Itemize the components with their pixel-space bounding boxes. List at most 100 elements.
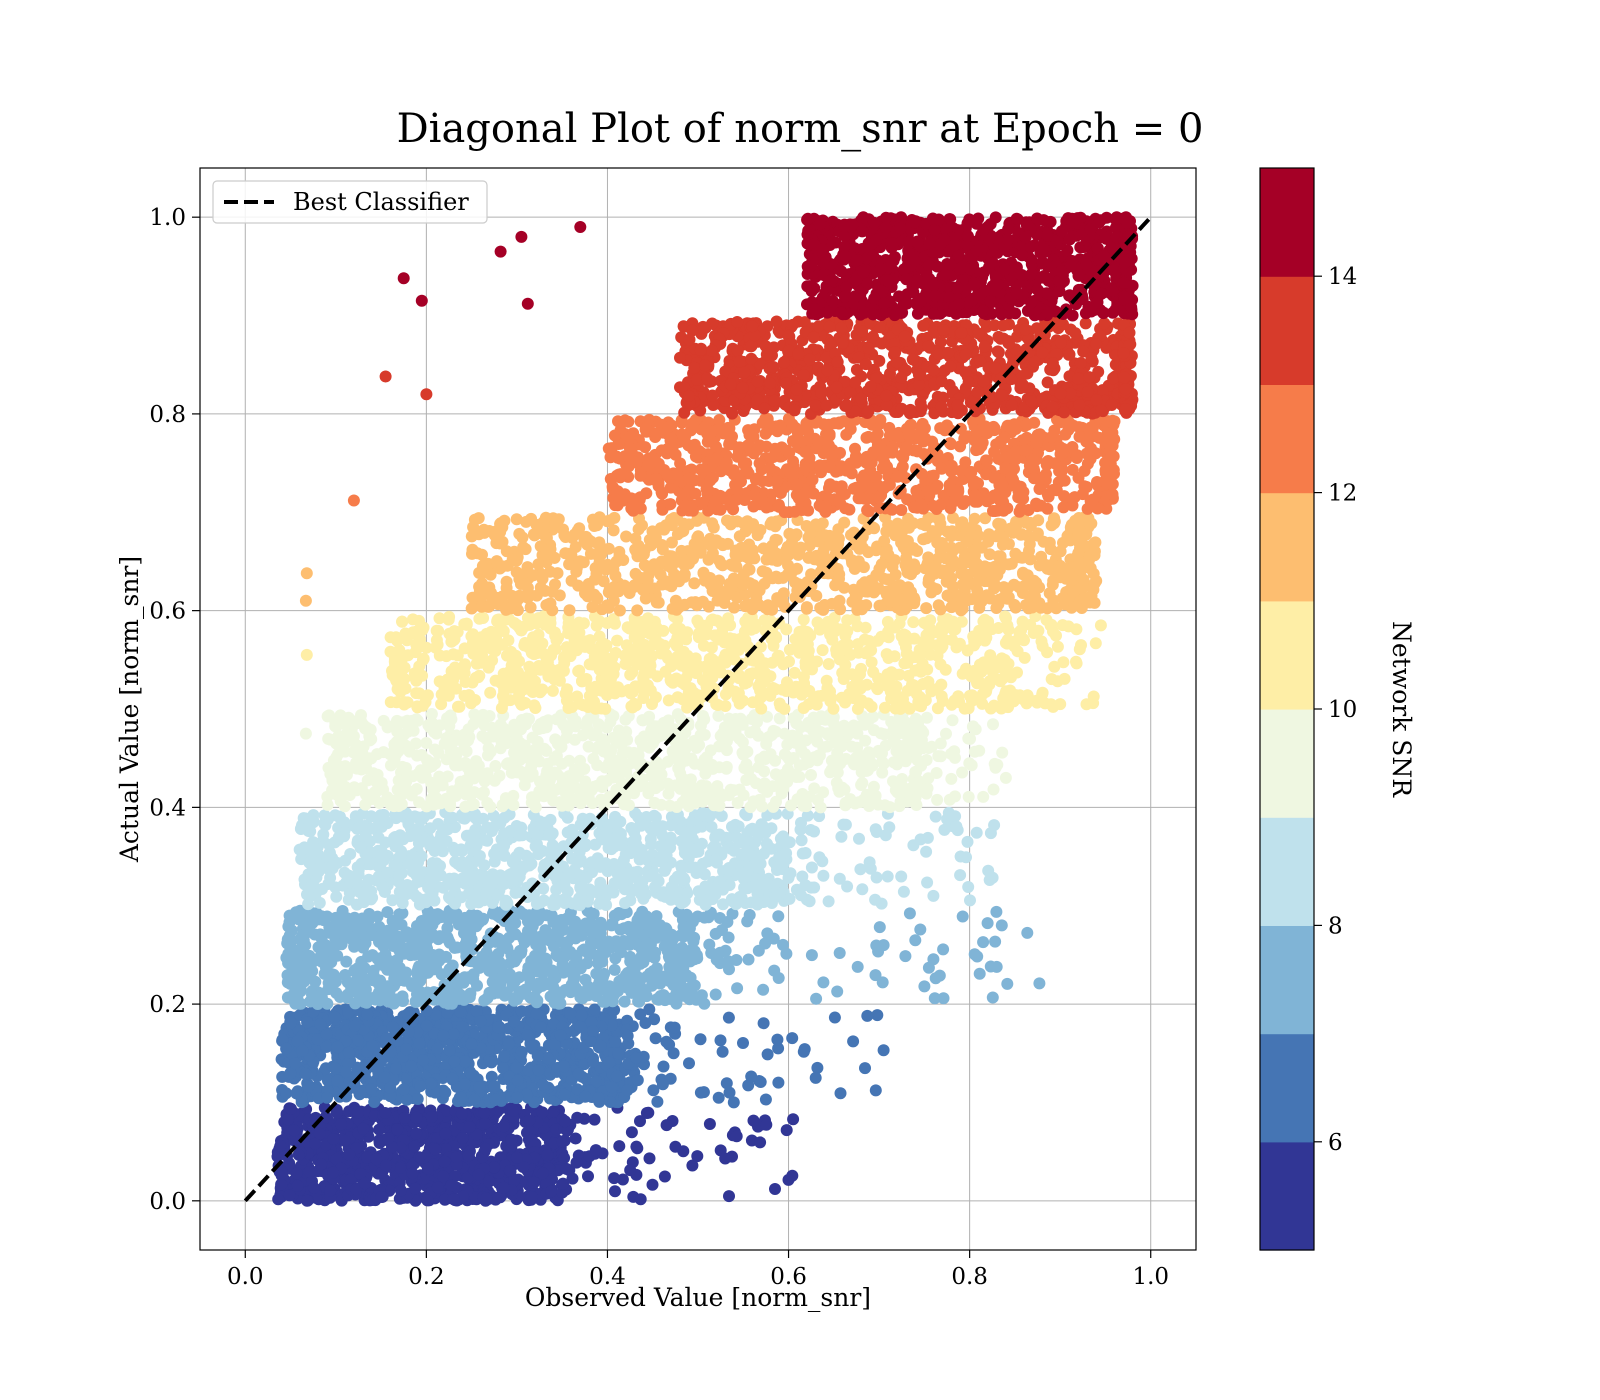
chart-title: Diagonal Plot of norm_snr at Epoch = 0 [397, 106, 1204, 152]
scatter-point [613, 975, 626, 988]
scatter-point [420, 737, 433, 749]
scatter-point [681, 740, 694, 752]
scatter-point [475, 715, 488, 728]
scatter-point [833, 872, 846, 885]
scatter-point [759, 937, 772, 950]
scatter-point [541, 765, 554, 778]
scatter-point [856, 777, 869, 789]
scatter-point [937, 943, 950, 956]
scatter-point [331, 926, 344, 939]
scatter-point [282, 1113, 294, 1126]
scatter-point [497, 1120, 510, 1133]
scatter-point [294, 997, 307, 1010]
scatter-point [361, 1151, 374, 1164]
scatter-point [528, 1176, 541, 1189]
scatter-point [625, 822, 638, 834]
scatter-point [511, 1074, 524, 1087]
scatter-point [613, 1140, 626, 1153]
scatter-point [338, 816, 351, 829]
scatter-point [811, 794, 824, 806]
scatter-point [981, 917, 994, 930]
scatter-point [340, 768, 353, 781]
scatter-point [492, 1021, 505, 1034]
scatter-point [713, 875, 726, 888]
scatter-point [523, 1114, 536, 1127]
scatter-point [507, 799, 520, 811]
scatter-point [492, 947, 505, 960]
scatter-point [627, 835, 640, 848]
scatter-point [481, 834, 494, 847]
scatter-point [463, 1121, 476, 1133]
scatter-point [476, 730, 489, 743]
scatter-point [511, 1091, 524, 1104]
scatter-point [619, 713, 632, 726]
scatter-point [315, 987, 328, 1000]
scatter-point [643, 1152, 656, 1165]
scatter-point [462, 1149, 475, 1162]
scatter-point [416, 948, 429, 961]
scatter-point [342, 1006, 355, 1019]
scatter-point [525, 930, 538, 943]
scatter-point [488, 847, 501, 860]
scatter-point [355, 763, 367, 776]
scatter-point [330, 1153, 343, 1166]
scatter-point [988, 757, 1001, 770]
scatter-point [441, 1007, 454, 1019]
scatter-point [714, 1034, 727, 1047]
scatter-point [927, 953, 940, 966]
scatter-point [563, 913, 576, 926]
scatter-point [508, 718, 521, 731]
scatter-point [375, 1191, 388, 1203]
scatter-point [588, 1003, 601, 1016]
scatter-point [539, 816, 552, 829]
scatter-point [897, 885, 910, 898]
scatter-point [335, 909, 348, 922]
scatter-point [394, 1141, 407, 1154]
scatter-point [359, 1177, 371, 1190]
scatter-point [326, 946, 339, 958]
scatter-point [614, 815, 627, 828]
scatter-point [764, 748, 777, 761]
scatter-point [785, 799, 797, 812]
scatter-point [973, 967, 986, 980]
scatter-point [311, 1033, 324, 1046]
scatter-point [659, 862, 672, 875]
scatter-point [305, 815, 318, 828]
scatter-point [575, 1009, 588, 1022]
scatter-point [752, 761, 765, 774]
scatter-point [550, 713, 563, 726]
scatter-point [765, 897, 778, 909]
scatter-point [465, 799, 478, 812]
scatter-point [569, 1132, 582, 1145]
scatter-point [494, 975, 507, 988]
scatter-point [508, 871, 521, 883]
scatter-point [688, 953, 701, 966]
scatter-point [499, 898, 512, 910]
scatter-point [590, 1075, 603, 1088]
scatter-point [528, 1096, 541, 1109]
scatter-point [323, 838, 336, 851]
scatter-point [674, 869, 687, 882]
scatter-point [338, 830, 351, 843]
scatter-point [531, 982, 544, 995]
scatter-point [725, 716, 738, 729]
scatter-point [911, 780, 924, 793]
scatter-point [703, 1118, 716, 1130]
scatter-point [290, 1167, 303, 1180]
scatter-point [834, 1087, 847, 1100]
scatter-point [548, 1038, 561, 1050]
scatter-point [713, 740, 726, 753]
scatter-point [428, 894, 441, 907]
scatter-point [560, 872, 573, 884]
scatter-point [858, 716, 871, 729]
scatter-point [556, 1135, 569, 1148]
scatter-point [594, 1039, 607, 1052]
scatter-point [786, 1032, 799, 1045]
scatter-point [914, 923, 927, 936]
scatter-point [450, 907, 463, 920]
scatter-point [655, 798, 668, 811]
scatter-point [617, 935, 630, 947]
scatter-point [662, 935, 675, 948]
scatter-point [817, 976, 830, 989]
scatter-point [881, 870, 894, 883]
